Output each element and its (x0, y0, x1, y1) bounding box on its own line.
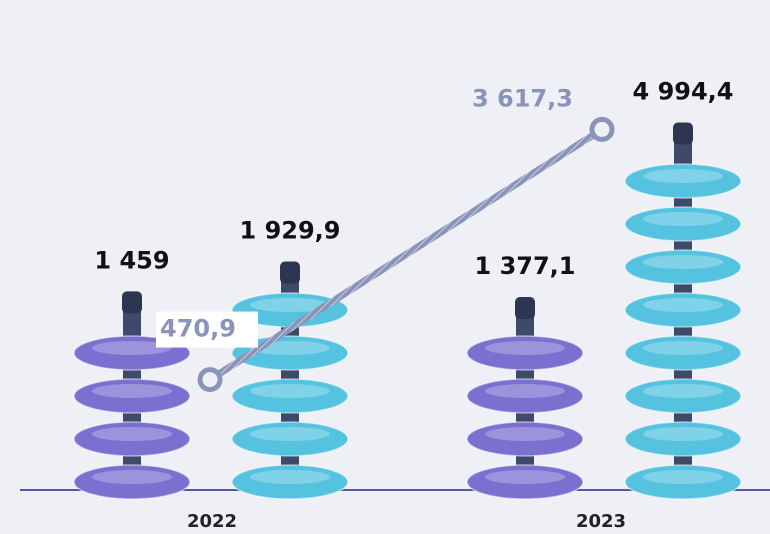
disc-shine (643, 470, 723, 484)
line-point (592, 119, 612, 139)
disc-shine (643, 298, 723, 312)
line-value-label: 470,9 (160, 315, 236, 343)
disc-shine (643, 341, 723, 355)
disc-shine (643, 384, 723, 398)
page: 2022 2023 1 459 1 377,1 1 929,9 4 994,4 470,9 3… (0, 0, 770, 534)
disc-shine (250, 470, 330, 484)
cap (280, 262, 300, 284)
disc-shine (92, 470, 172, 484)
disc-shine (92, 384, 172, 398)
line-point (200, 370, 220, 390)
x-tick-label: 2022 (187, 511, 237, 532)
line-value-label: 3 617,3 (472, 84, 573, 112)
disc-shine (643, 169, 723, 183)
disc-shine (485, 427, 565, 441)
disc-shine (485, 470, 565, 484)
disc-shine (643, 427, 723, 441)
cap (673, 123, 693, 145)
disc-shine (643, 212, 723, 226)
cap (122, 291, 142, 313)
disc-shine (485, 384, 565, 398)
insulator (625, 123, 741, 499)
disc-shine (92, 427, 172, 441)
disc-shine (485, 341, 565, 355)
disc-shine (643, 255, 723, 269)
x-tick-label: 2023 (576, 511, 626, 532)
value-label: 1 377,1 (475, 252, 576, 280)
chart: 2022 2023 1 459 1 377,1 1 929,9 4 994,4 470,9 3… (0, 0, 770, 534)
value-label: 1 929,9 (240, 217, 341, 245)
disc-shine (250, 384, 330, 398)
value-label: 4 994,4 (633, 78, 734, 106)
disc-shine (250, 427, 330, 441)
cap (515, 297, 535, 319)
value-label: 1 459 (94, 246, 169, 274)
